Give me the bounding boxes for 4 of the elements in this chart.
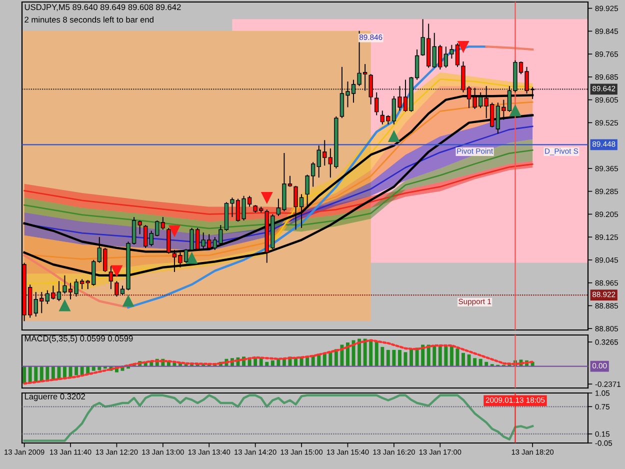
chart-title: USDJPY,M5 89.640 89.649 89.608 89.642 (24, 4, 181, 12)
chart-title: Laguerre 0.3202 (24, 394, 86, 402)
text: 2 minutes 8 seconds left to bar end (24, 16, 154, 23)
chart-title: MACD(5,35,5) 0.0599 0.0599 (24, 335, 133, 344)
